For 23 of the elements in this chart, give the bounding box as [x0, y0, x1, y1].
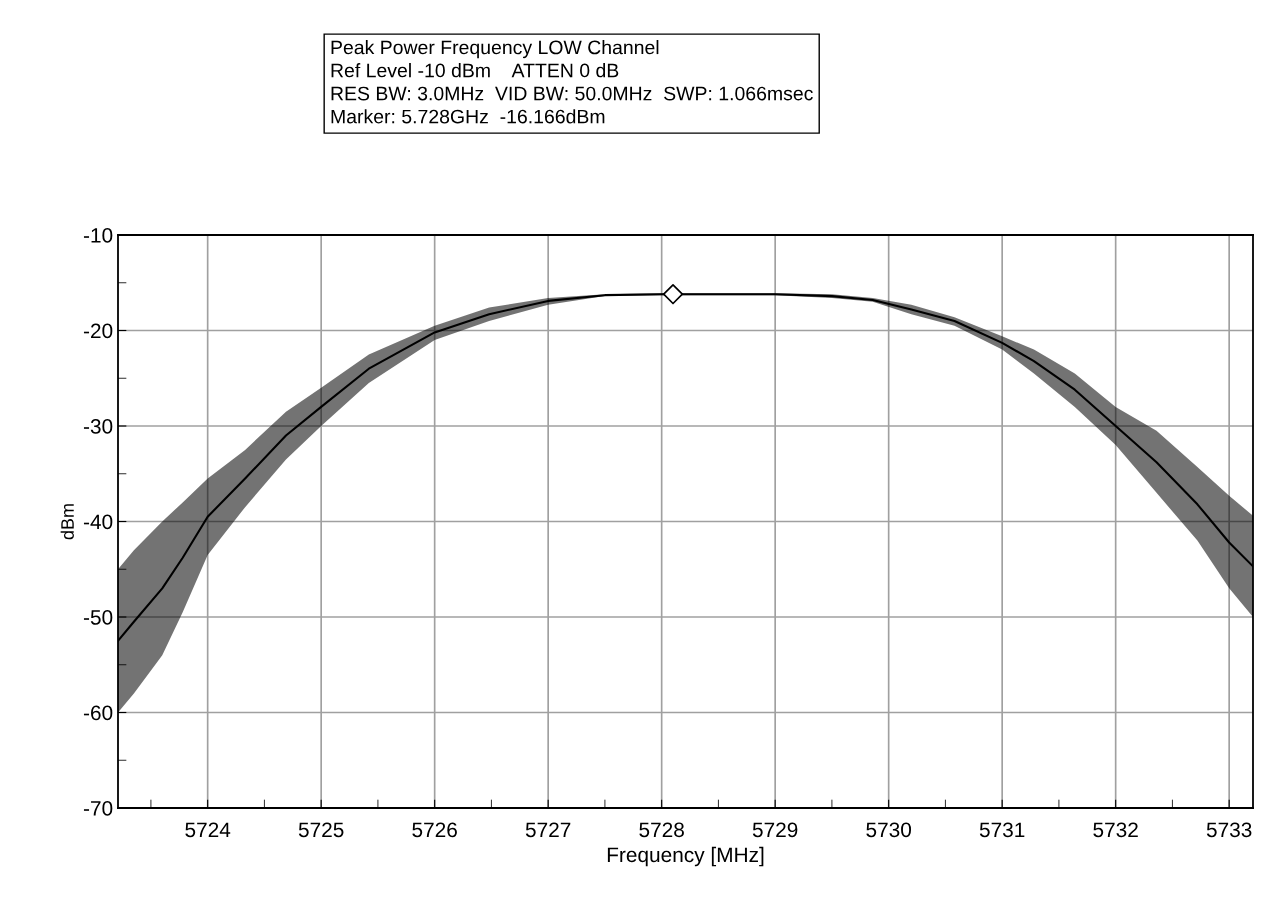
x-tick-label: 5728: [639, 822, 684, 838]
text: Ref Level -10 dBm ATTEN 0 dB: [331, 63, 619, 78]
x-axis-title: Frequency [MHz]: [607, 846, 764, 867]
y-tick-label: -30: [83, 419, 113, 434]
text: Marker: 5.728GHz -16.166dBm: [331, 109, 605, 124]
text: RES BW: 3.0MHz VID BW: 50.0MHz SWP: 1.066msec: [331, 86, 813, 101]
y-tick-label: -10: [83, 228, 113, 243]
y-tick-label: -20: [83, 323, 113, 339]
x-tick-label: 5731: [979, 822, 1025, 838]
y-tick-label: -70: [83, 801, 113, 816]
y-tick-label: -60: [83, 705, 113, 721]
text: Peak Power Frequency LOW Channel: [331, 40, 659, 59]
x-tick-label: 5724: [185, 822, 231, 838]
x-tick-label: 5733: [1206, 822, 1252, 838]
y-tick-label: -40: [83, 514, 113, 530]
y-tick-label: -50: [83, 610, 113, 625]
x-tick-label: 5725: [298, 822, 344, 838]
x-tick-label: 5730: [866, 822, 912, 838]
y-axis-title: dBm: [60, 504, 74, 540]
x-tick-label: 5729: [752, 822, 798, 838]
x-tick-label: 5726: [412, 822, 457, 838]
x-tick-label: 5732: [1093, 822, 1138, 838]
x-tick-label: 5727: [525, 822, 571, 838]
